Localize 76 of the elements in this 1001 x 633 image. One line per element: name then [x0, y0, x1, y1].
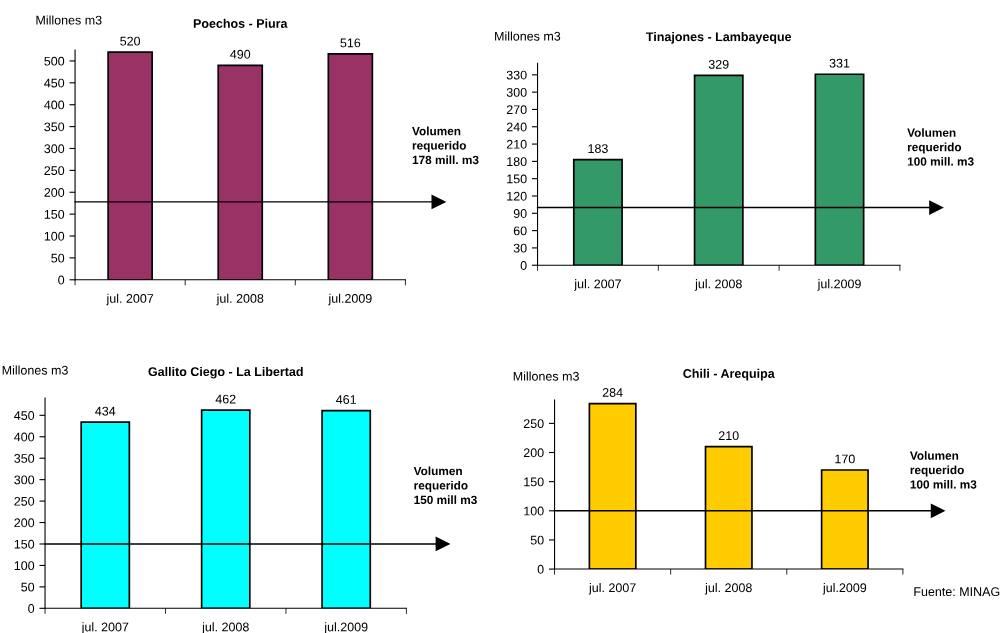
- y-tick-label: 90: [513, 209, 527, 218]
- data-label: 461: [336, 395, 356, 404]
- ref-line-label: Volumen requerido 178 mill. m3: [412, 126, 479, 165]
- y-tick-label: 150: [14, 539, 35, 549]
- chart-title: Poechos - Piura: [193, 18, 288, 28]
- y-tick-label: 300: [44, 144, 65, 154]
- y-tick-label: 200: [523, 448, 544, 458]
- chart-title: Chili - Arequipa: [683, 368, 775, 381]
- y-tick-label: 0: [537, 564, 544, 574]
- source-note: Fuente: MINAG: [914, 587, 1000, 597]
- y-tick-label: 30: [513, 243, 527, 253]
- y-tick-label: 120: [507, 191, 527, 201]
- y-tick-label: 250: [14, 496, 35, 506]
- x-tick-label: jul.2009: [822, 582, 867, 595]
- y-tick-label: 330: [506, 70, 527, 80]
- x-tick-label: jul. 2007: [588, 582, 636, 595]
- y-tick-label: 450: [44, 78, 65, 88]
- y-tick-label: 150: [524, 477, 544, 487]
- data-label: 434: [95, 406, 116, 416]
- y-tick-label: 400: [44, 100, 65, 110]
- y-tick-label: 180: [507, 157, 527, 167]
- x-tick-label: jul.2009: [328, 293, 372, 306]
- chart-title: Tinajones - Lambayeque: [646, 32, 792, 44]
- y-tick-label: 100: [524, 506, 544, 516]
- y-tick-label: 210: [506, 139, 527, 149]
- x-tick-label: jul. 2007: [81, 622, 129, 633]
- y-tick-label: 270: [506, 105, 527, 115]
- y-axis-title: Millones m3: [495, 31, 561, 41]
- ref-line-label: Volumen requerido 100 mill. m3: [907, 128, 974, 166]
- data-label: 331: [829, 58, 850, 68]
- data-label: 183: [588, 144, 608, 154]
- y-tick-label: 60: [513, 226, 527, 236]
- y-tick-label: 150: [44, 209, 65, 219]
- data-label: 170: [835, 454, 855, 464]
- y-tick-label: 100: [14, 561, 35, 571]
- x-tick-label: jul. 2008: [694, 279, 742, 291]
- y-tick-label: 400: [14, 432, 35, 442]
- y-tick-label: 350: [14, 454, 35, 463]
- y-tick-label: 250: [523, 419, 544, 429]
- y-tick-label: 500: [44, 56, 65, 66]
- y-tick-label: 0: [28, 604, 35, 613]
- y-tick-label: 150: [507, 174, 527, 184]
- y-tick-label: 350: [44, 122, 65, 132]
- x-tick-label: jul. 2008: [704, 582, 752, 595]
- data-label: 210: [718, 431, 739, 441]
- data-label: 329: [708, 59, 729, 69]
- y-tick-label: 0: [520, 261, 527, 270]
- y-tick-label: 300: [506, 87, 527, 97]
- y-axis-title: Millones m3: [2, 365, 68, 375]
- y-tick-label: 240: [506, 122, 527, 132]
- y-tick-label: 50: [21, 582, 35, 592]
- y-tick-label: 0: [58, 275, 65, 285]
- ref-line-label: Volumen requerido 100 mill. m3: [909, 451, 977, 489]
- x-tick-label: jul. 2008: [201, 622, 249, 633]
- y-tick-label: 100: [44, 231, 65, 241]
- data-label: 284: [602, 388, 623, 397]
- data-label: 520: [120, 36, 141, 46]
- y-tick-label: 50: [51, 253, 65, 263]
- x-tick-label: jul. 2007: [106, 293, 154, 306]
- y-tick-label: 200: [14, 518, 35, 528]
- y-tick-label: 250: [44, 166, 65, 176]
- x-tick-label: jul.2009: [817, 279, 861, 291]
- y-axis-title: Millones m3: [36, 15, 102, 25]
- chart-title: Gallito Ciego - La Libertad: [148, 366, 303, 379]
- data-label: 462: [215, 394, 236, 404]
- data-label: 516: [340, 38, 361, 48]
- y-tick-label: 50: [530, 535, 544, 545]
- y-tick-label: 300: [14, 475, 35, 485]
- y-tick-label: 450: [14, 411, 35, 420]
- x-tick-label: jul.2009: [323, 622, 368, 633]
- x-tick-label: jul. 2008: [216, 293, 264, 306]
- y-tick-label: 200: [44, 188, 65, 197]
- ref-line-label: Volumen requerido 150 mill m3: [413, 466, 477, 505]
- y-axis-title: Millones m3: [513, 371, 579, 381]
- x-tick-label: jul. 2007: [574, 279, 621, 291]
- data-label: 490: [230, 49, 251, 59]
